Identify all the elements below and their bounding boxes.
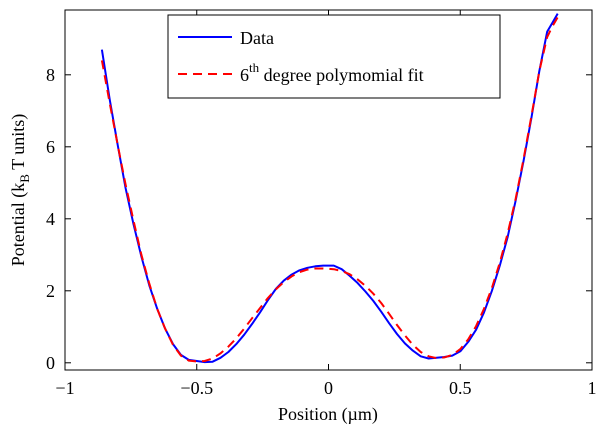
y-axis-label-rest: T units) — [8, 114, 29, 174]
y-tick-label: 8 — [46, 65, 55, 85]
legend-label-data-text: Data — [240, 28, 274, 48]
legend-label-fit-superscript: th — [249, 60, 260, 75]
x-tick-label: 0 — [324, 378, 333, 398]
y-tick-label: 6 — [46, 137, 55, 157]
legend: Data 6th degree polymomial fit — [167, 14, 501, 99]
y-tick-label: 2 — [46, 281, 55, 301]
y-axis-label: Potential (kB T units) — [8, 114, 32, 267]
series-line-polynomial-fit — [100, 16, 559, 363]
x-tick-label: −1 — [55, 378, 74, 398]
x-tick-label: −0.5 — [180, 378, 213, 398]
legend-label-fit-rest: degree polymomial fit — [259, 65, 423, 85]
ticks-layer: −1 −0.5 0 0.5 1 0 2 4 6 8 — [46, 10, 597, 398]
plot-area-frame — [64, 9, 593, 371]
x-tick-label: 0.5 — [449, 378, 472, 398]
y-tick-label: 4 — [46, 209, 55, 229]
y-tick-label: 0 — [46, 353, 55, 373]
y-axis-label-main: Potential (k — [8, 183, 29, 267]
x-tick-label: 1 — [588, 378, 597, 398]
legend-label-data: Data — [240, 28, 274, 48]
legend-box — [167, 14, 501, 99]
series-layer — [100, 13, 559, 364]
x-axis-label: Position (µm) — [278, 404, 378, 425]
legend-label-fit: 6th degree polymomial fit — [240, 60, 424, 85]
y-axis-label-subscript: B — [17, 174, 32, 183]
legend-label-fit-number: 6 — [240, 65, 249, 85]
